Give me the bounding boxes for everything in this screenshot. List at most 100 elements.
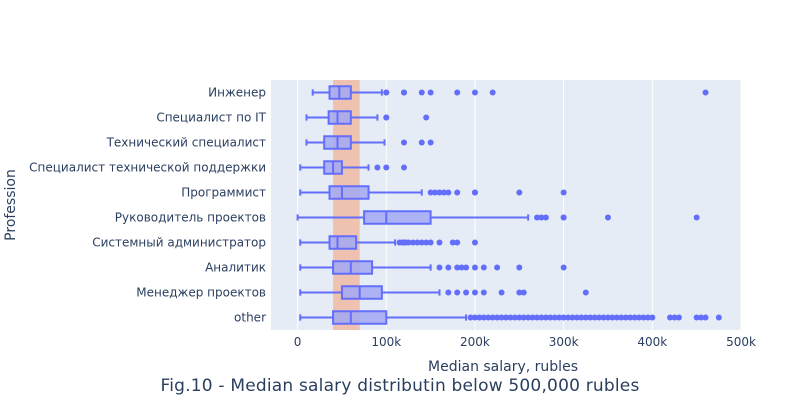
box-layer xyxy=(296,85,722,325)
outlier-point xyxy=(627,314,634,321)
outlier-point xyxy=(383,164,390,171)
outlier-point xyxy=(551,314,558,321)
outlier-point xyxy=(427,189,434,196)
outlier-point xyxy=(454,89,461,96)
outlier-point xyxy=(693,214,700,221)
outlier-point xyxy=(458,264,465,271)
outlier-point xyxy=(383,114,390,121)
outlier-point xyxy=(636,314,643,321)
outlier-point xyxy=(418,89,425,96)
outlier-point xyxy=(432,189,439,196)
outlier-point xyxy=(494,264,501,271)
outlier-point xyxy=(436,264,443,271)
outlier-point xyxy=(622,314,629,321)
outlier-point xyxy=(454,264,461,271)
outlier-point xyxy=(569,314,576,321)
outlier-point xyxy=(374,164,381,171)
outlier-point xyxy=(560,189,567,196)
iqr-box xyxy=(328,235,358,250)
outlier-point xyxy=(582,289,589,296)
y-tick-label: Программист xyxy=(181,186,266,200)
outlier-point xyxy=(640,314,647,321)
outlier-point xyxy=(445,189,452,196)
outlier-point xyxy=(618,314,625,321)
x-tick-label: 500k xyxy=(726,335,756,349)
box-3 xyxy=(299,160,408,175)
outlier-point xyxy=(471,189,478,196)
outlier-point xyxy=(511,314,518,321)
outlier-point xyxy=(449,239,456,246)
y-tick-label: Технический специалист xyxy=(106,136,266,150)
outlier-point xyxy=(604,214,611,221)
box-7 xyxy=(299,260,567,275)
iqr-box xyxy=(332,260,374,275)
x-tick-label: 0 xyxy=(294,335,302,349)
outlier-point xyxy=(401,139,408,146)
iqr-box xyxy=(363,210,432,225)
outlier-point xyxy=(671,314,678,321)
y-tick-label: Специалист технической поддержки xyxy=(29,161,266,175)
outlier-point xyxy=(476,314,483,321)
iqr-box xyxy=(332,310,388,325)
outlier-point xyxy=(578,314,585,321)
outlier-point xyxy=(454,289,461,296)
outlier-point xyxy=(516,289,523,296)
outlier-point xyxy=(414,239,421,246)
outlier-point xyxy=(423,239,430,246)
outlier-point xyxy=(600,314,607,321)
x-tick-labels: 0 100k 200k 300k 400k 500k xyxy=(294,335,756,349)
outlier-point xyxy=(471,264,478,271)
x-tick-label: 100k xyxy=(371,335,401,349)
outlier-point xyxy=(409,239,416,246)
x-tick-label: 200k xyxy=(460,335,490,349)
outlier-point xyxy=(529,314,536,321)
outlier-point xyxy=(609,314,616,321)
figure-caption: Fig.10 - Median salary distributin below… xyxy=(160,376,640,396)
outlier-point xyxy=(436,239,443,246)
outlier-point xyxy=(418,239,425,246)
x-tick-label: 400k xyxy=(637,335,667,349)
gridlines xyxy=(297,80,742,330)
outlier-point xyxy=(427,139,434,146)
outlier-point xyxy=(693,314,700,321)
outlier-point xyxy=(587,314,594,321)
outlier-point xyxy=(715,314,722,321)
outlier-point xyxy=(507,314,514,321)
outlier-point xyxy=(423,114,430,121)
y-tick-label: Системный администратор xyxy=(92,236,266,250)
outlier-point xyxy=(644,314,651,321)
y-axis-label: Profession xyxy=(3,169,19,241)
box-2 xyxy=(305,135,434,150)
outlier-point xyxy=(480,314,487,321)
outlier-point xyxy=(445,289,452,296)
outlier-point xyxy=(702,314,709,321)
outlier-point xyxy=(489,314,496,321)
outlier-point xyxy=(494,314,501,321)
outlier-point xyxy=(427,89,434,96)
box-5 xyxy=(296,210,700,225)
outlier-point xyxy=(401,89,408,96)
y-tick-label: Специалист по IT xyxy=(156,111,266,125)
outlier-point xyxy=(427,239,434,246)
outlier-point xyxy=(547,314,554,321)
outlier-point xyxy=(467,314,474,321)
y-tick-label: Инженер xyxy=(208,86,266,100)
box-8 xyxy=(299,285,589,300)
outlier-point xyxy=(498,289,505,296)
outlier-point xyxy=(667,314,674,321)
outlier-point xyxy=(520,289,527,296)
outlier-point xyxy=(471,239,478,246)
outlier-point xyxy=(560,314,567,321)
outlier-point xyxy=(525,314,532,321)
iqr-box xyxy=(340,285,383,300)
outlier-point xyxy=(565,314,572,321)
outlier-point xyxy=(445,264,452,271)
outlier-point xyxy=(520,314,527,321)
outlier-point xyxy=(702,89,709,96)
y-tick-label: Менеджер проектов xyxy=(136,286,266,300)
outlier-point xyxy=(556,314,563,321)
outlier-point xyxy=(489,89,496,96)
outlier-point xyxy=(480,264,487,271)
outlier-point xyxy=(485,314,492,321)
